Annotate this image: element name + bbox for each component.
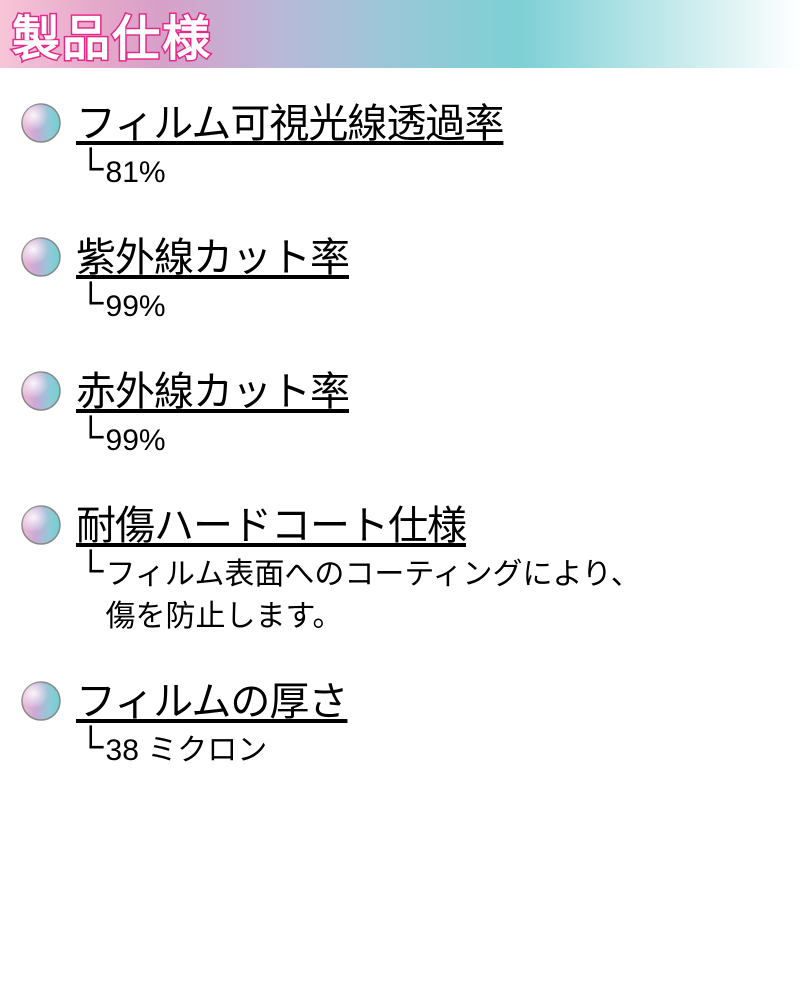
spec-label: 赤外線カット率 bbox=[76, 366, 780, 418]
spec-list: フィルム可視光線透過率 └ 81% 紫外線カット率 └ 99% 赤外線カット率 bbox=[0, 68, 800, 830]
spec-item: 赤外線カット率 └ 99% bbox=[20, 366, 780, 462]
bracket-icon: └ bbox=[78, 552, 104, 588]
bullet-icon bbox=[20, 236, 62, 278]
spec-text-block: 耐傷ハードコート仕様 └ フィルム表面へのコーティングにより、 傷を防止します。 bbox=[76, 500, 780, 638]
bullet-icon bbox=[20, 504, 62, 546]
header-banner: 製品仕様 bbox=[0, 0, 800, 68]
spec-value: 38 ミクロン bbox=[106, 730, 268, 772]
spec-item: 耐傷ハードコート仕様 └ フィルム表面へのコーティングにより、 傷を防止します。 bbox=[20, 500, 780, 638]
spec-label: フィルム可視光線透過率 bbox=[76, 98, 780, 150]
spec-value-row: └ 99% bbox=[78, 286, 780, 328]
spec-text-block: 紫外線カット率 └ 99% bbox=[76, 232, 780, 328]
bullet-icon bbox=[20, 102, 62, 144]
bullet-icon bbox=[20, 680, 62, 722]
spec-item: フィルム可視光線透過率 └ 81% bbox=[20, 98, 780, 194]
spec-value: フィルム表面へのコーティングにより、 傷を防止します。 bbox=[106, 554, 641, 638]
spec-item: フィルムの厚さ └ 38 ミクロン bbox=[20, 676, 780, 772]
page-title: 製品仕様 bbox=[12, 0, 212, 69]
spec-text-block: フィルムの厚さ └ 38 ミクロン bbox=[76, 676, 780, 772]
bullet-icon bbox=[20, 370, 62, 412]
spec-text-block: 赤外線カット率 └ 99% bbox=[76, 366, 780, 462]
spec-value-row: └ 81% bbox=[78, 152, 780, 194]
spec-value-row: └ 99% bbox=[78, 420, 780, 462]
bracket-icon: └ bbox=[78, 728, 104, 764]
spec-value: 99% bbox=[106, 286, 166, 328]
spec-label: 紫外線カット率 bbox=[76, 232, 780, 284]
spec-value: 81% bbox=[106, 152, 166, 194]
bracket-icon: └ bbox=[78, 150, 104, 186]
bracket-icon: └ bbox=[78, 284, 104, 320]
bracket-icon: └ bbox=[78, 418, 104, 454]
spec-item: 紫外線カット率 └ 99% bbox=[20, 232, 780, 328]
spec-label: フィルムの厚さ bbox=[76, 676, 780, 728]
spec-value-row: └ 38 ミクロン bbox=[78, 730, 780, 772]
spec-label: 耐傷ハードコート仕様 bbox=[76, 500, 780, 552]
spec-value: 99% bbox=[106, 420, 166, 462]
spec-value-row: └ フィルム表面へのコーティングにより、 傷を防止します。 bbox=[78, 554, 780, 638]
spec-text-block: フィルム可視光線透過率 └ 81% bbox=[76, 98, 780, 194]
